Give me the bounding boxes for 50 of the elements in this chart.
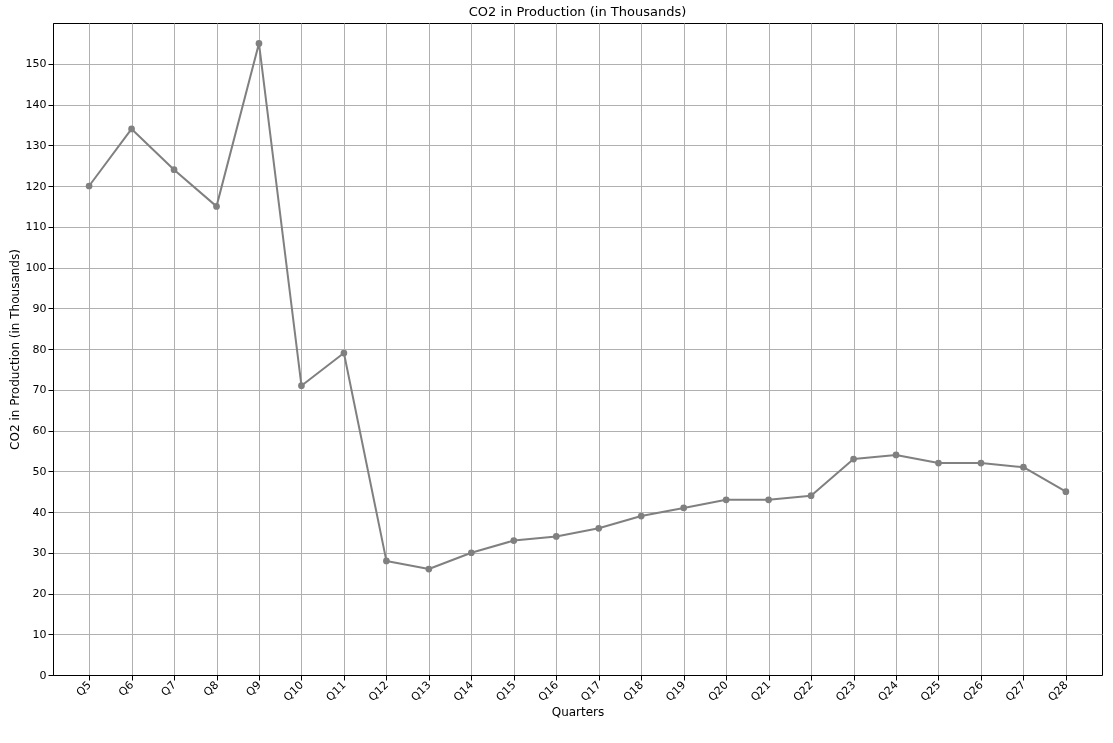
y-tick-label: 100 [25, 261, 47, 274]
point [637, 512, 645, 520]
y-axis-title: CO2 in Production (in Thousands) [7, 249, 22, 450]
point [722, 496, 730, 504]
point [1020, 463, 1027, 471]
point [595, 524, 603, 532]
chart-title: CO2 in Production (in Thousands) [468, 4, 687, 19]
point [510, 537, 518, 544]
y-tick-label: 90 [32, 301, 47, 315]
point [255, 40, 263, 47]
point [552, 533, 560, 540]
point [425, 565, 433, 573]
y-tick-label: 80 [32, 342, 47, 356]
point [977, 459, 985, 467]
point [1062, 488, 1070, 495]
y-tick-label: 40 [32, 505, 47, 519]
x-axis-title: Quarters [551, 705, 605, 720]
y-tick-label: 130 [25, 138, 47, 152]
point [765, 496, 772, 504]
y-tick-label: 10 [32, 627, 47, 641]
point [807, 492, 815, 500]
point [383, 557, 390, 565]
x-tick-label: Q7 [158, 678, 179, 699]
y-tick-label: 30 [32, 546, 47, 560]
point [935, 459, 942, 467]
y-tick-label: 70 [32, 383, 47, 397]
point [340, 349, 348, 357]
point [850, 455, 857, 463]
y-tick-label: 110 [25, 220, 47, 234]
x-tick-label: Q8 [200, 678, 222, 699]
point [213, 203, 220, 210]
x-tick-label: Q9 [243, 678, 264, 699]
y-tick-label: 120 [25, 179, 47, 193]
point [467, 549, 475, 557]
x-tick-label: Q21 [748, 678, 774, 704]
y-tick-label: 60 [32, 424, 47, 437]
point [170, 166, 178, 174]
x-tick-label: Q6 [116, 678, 137, 699]
point [892, 451, 900, 459]
y-tick-label: 150 [25, 57, 47, 71]
y-tick-label: 20 [32, 587, 47, 600]
point [680, 504, 688, 512]
y-tick-label: 0 [39, 668, 47, 682]
point [298, 382, 305, 390]
point [85, 182, 93, 190]
y-tick-label: 50 [32, 464, 47, 478]
point [128, 125, 135, 133]
x-tick-label: Q5 [73, 678, 94, 699]
x-tick-label: Q11 [323, 678, 349, 704]
y-tick-label: 140 [25, 98, 47, 111]
